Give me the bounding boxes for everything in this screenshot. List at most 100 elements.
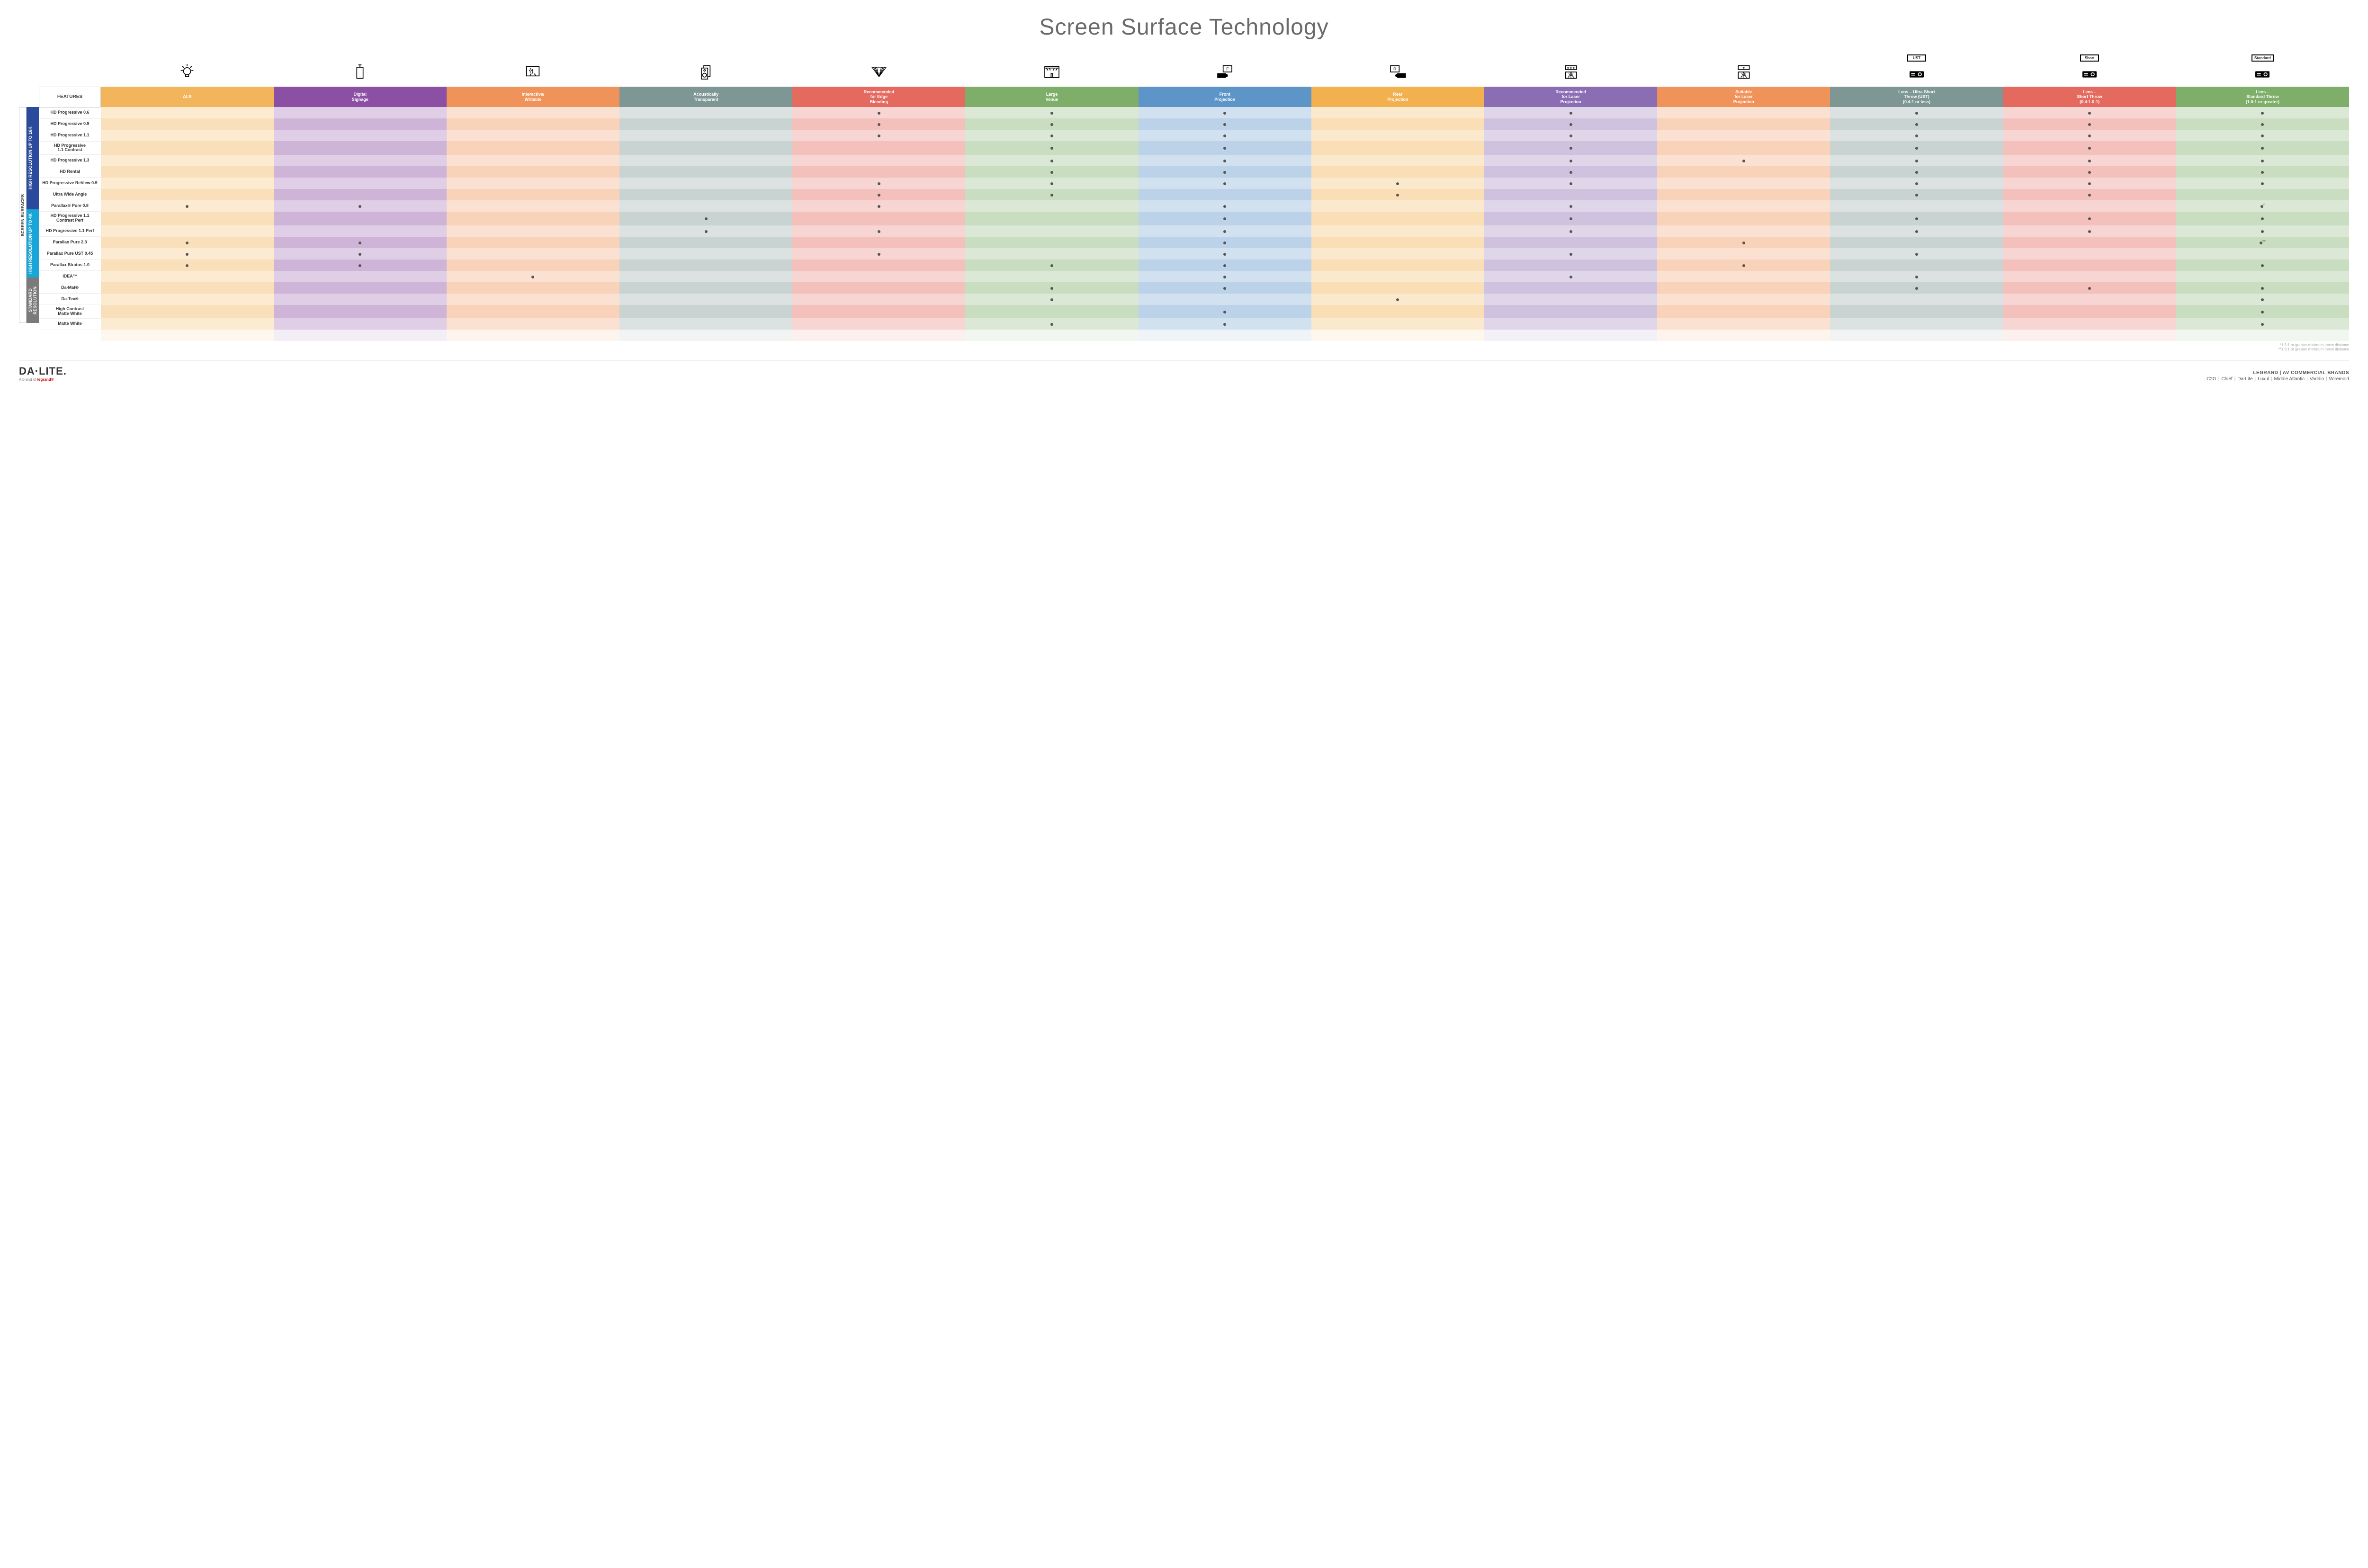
icon-cell-std: Standard bbox=[2176, 54, 2349, 87]
footer-spacer-cell bbox=[101, 330, 274, 341]
row-label: HD Progressive 0.9 bbox=[39, 118, 101, 130]
cell-ust bbox=[1830, 212, 2003, 225]
cell-edge bbox=[792, 248, 965, 260]
cell-alr bbox=[101, 212, 274, 225]
cell-front bbox=[1139, 200, 1311, 212]
footer-spacer-cell bbox=[2003, 330, 2176, 341]
page-title: Screen Surface Technology bbox=[19, 14, 2349, 40]
row-label: HD Progressive 0.6 bbox=[39, 107, 101, 118]
icon-cell-suitlaser bbox=[1657, 54, 1830, 87]
cell-edge bbox=[792, 305, 965, 319]
col-header-ust: Lens – Ultra ShortThrow (UST)(0.4:1 or l… bbox=[1830, 87, 2003, 107]
cell-alr bbox=[101, 282, 274, 294]
cell-alr bbox=[101, 178, 274, 189]
cell-front bbox=[1139, 166, 1311, 178]
cell-edge bbox=[792, 155, 965, 166]
cell-acoustic bbox=[619, 130, 792, 141]
footnote: **1.8:1 or greater minimum throw distanc… bbox=[39, 347, 2349, 351]
cell-alr bbox=[101, 318, 274, 330]
cell-alr bbox=[101, 237, 274, 248]
cell-front bbox=[1139, 189, 1311, 200]
cell-rear bbox=[1311, 166, 1484, 178]
icon-cell-alr bbox=[101, 54, 274, 87]
cell-edge bbox=[792, 318, 965, 330]
cell-front bbox=[1139, 141, 1311, 155]
cell-front bbox=[1139, 212, 1311, 225]
cell-interactive bbox=[447, 189, 619, 200]
alr-icon bbox=[178, 63, 197, 81]
cell-suitlaser bbox=[1657, 178, 1830, 189]
cell-suitlaser bbox=[1657, 282, 1830, 294]
row-label: HD Progressive 1.1Contrast Perf bbox=[39, 212, 101, 225]
cell-short bbox=[2003, 189, 2176, 200]
cell-digsign bbox=[274, 260, 447, 271]
icon-cell-digsign bbox=[274, 54, 447, 87]
cell-rear bbox=[1311, 305, 1484, 319]
suitlaser-icon bbox=[1734, 63, 1753, 81]
cell-reclaser bbox=[1484, 212, 1657, 225]
cell-reclaser bbox=[1484, 294, 1657, 305]
cell-ust bbox=[1830, 189, 2003, 200]
cell-large bbox=[965, 200, 1138, 212]
row-label: HD Rental bbox=[39, 166, 101, 178]
col-header-digsign: DigitalSignage bbox=[274, 87, 447, 107]
cell-alr bbox=[101, 248, 274, 260]
cell-interactive bbox=[447, 225, 619, 237]
icon-cell-short: Short bbox=[2003, 54, 2176, 87]
cell-ust bbox=[1830, 225, 2003, 237]
cell-large bbox=[965, 237, 1138, 248]
cell-reclaser bbox=[1484, 248, 1657, 260]
cell-ust bbox=[1830, 107, 2003, 118]
icon-cell-reclaser bbox=[1484, 54, 1657, 87]
brands-header: LEGRAND | AV COMMERCIAL BRANDS bbox=[2207, 370, 2349, 376]
cell-rear bbox=[1311, 212, 1484, 225]
cell-acoustic bbox=[619, 305, 792, 319]
col-header-acoustic: AcousticallyTransparent bbox=[619, 87, 792, 107]
cell-edge bbox=[792, 237, 965, 248]
cell-std bbox=[2176, 189, 2349, 200]
cell-rear bbox=[1311, 260, 1484, 271]
cell-acoustic bbox=[619, 141, 792, 155]
cell-front bbox=[1139, 225, 1311, 237]
cell-rear bbox=[1311, 118, 1484, 130]
cell-suitlaser bbox=[1657, 166, 1830, 178]
footer-spacer-cell bbox=[447, 330, 619, 341]
logo-sub-brand: legrand® bbox=[37, 377, 54, 382]
cell-ust bbox=[1830, 282, 2003, 294]
col-header-edge: Recommendedfor EdgeBlending bbox=[792, 87, 965, 107]
col-header-rear: RearProjection bbox=[1311, 87, 1484, 107]
cell-std bbox=[2176, 294, 2349, 305]
cell-alr bbox=[101, 107, 274, 118]
row-label: Parallax Pure UST 0.45 bbox=[39, 248, 101, 260]
cell-acoustic bbox=[619, 155, 792, 166]
large-icon bbox=[1042, 63, 1061, 81]
cell-short bbox=[2003, 271, 2176, 282]
cell-rear bbox=[1311, 282, 1484, 294]
cell-digsign bbox=[274, 282, 447, 294]
cell-large bbox=[965, 271, 1138, 282]
brand-item: Luxul bbox=[2258, 376, 2269, 382]
cell-large bbox=[965, 107, 1138, 118]
brand-list: LEGRAND | AV COMMERCIAL BRANDS C2G|Chief… bbox=[2207, 370, 2349, 382]
cell-alr bbox=[101, 225, 274, 237]
brand-item: Da-Lite bbox=[2237, 376, 2252, 382]
row-label: Da-Mat® bbox=[39, 282, 101, 294]
brands-line: C2G|Chief|Da-Lite|Luxul|Middle Atlantic|… bbox=[2207, 376, 2349, 382]
cell-front bbox=[1139, 107, 1311, 118]
cell-suitlaser bbox=[1657, 212, 1830, 225]
cell-std bbox=[2176, 271, 2349, 282]
cell-std bbox=[2176, 178, 2349, 189]
cell-front bbox=[1139, 130, 1311, 141]
cell-alr bbox=[101, 155, 274, 166]
cell-front bbox=[1139, 155, 1311, 166]
cell-interactive bbox=[447, 118, 619, 130]
cell-std: ** bbox=[2176, 237, 2349, 248]
cell-ust bbox=[1830, 294, 2003, 305]
cell-suitlaser bbox=[1657, 118, 1830, 130]
footer-spacer-cell bbox=[1311, 330, 1484, 341]
cell-edge bbox=[792, 178, 965, 189]
cell-interactive bbox=[447, 130, 619, 141]
interactive-icon bbox=[523, 63, 542, 81]
cell-ust bbox=[1830, 248, 2003, 260]
cell-acoustic bbox=[619, 166, 792, 178]
